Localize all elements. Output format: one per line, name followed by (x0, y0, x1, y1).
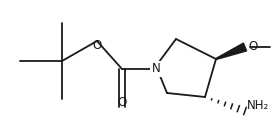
Text: O: O (117, 96, 127, 109)
Text: O: O (92, 39, 102, 52)
Text: O: O (248, 41, 257, 54)
Text: NH₂: NH₂ (247, 99, 269, 112)
Polygon shape (216, 43, 246, 59)
Text: N: N (152, 62, 160, 75)
